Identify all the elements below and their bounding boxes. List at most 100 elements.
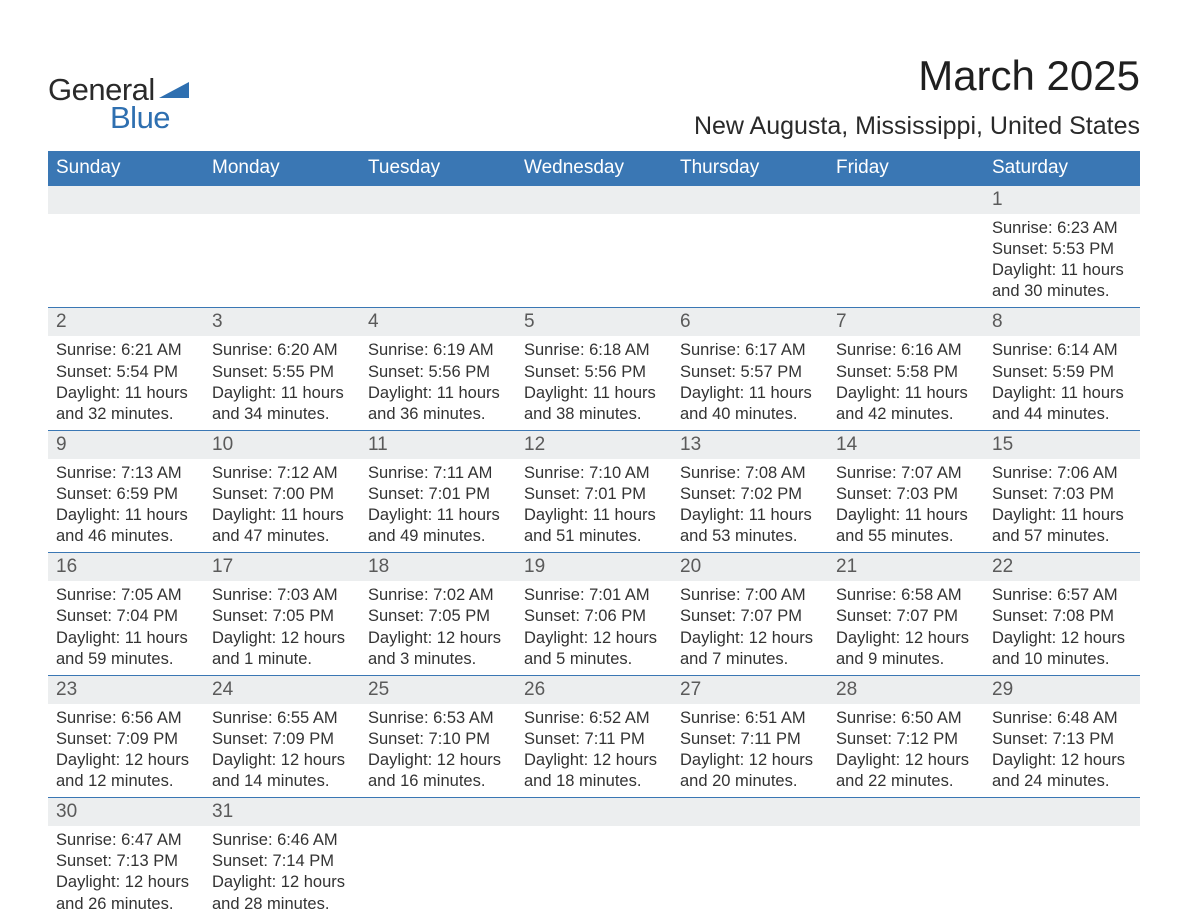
sunset-line: Sunset: 7:14 PM bbox=[212, 851, 352, 872]
sunrise-line: Sunrise: 6:53 AM bbox=[368, 708, 508, 729]
day-details bbox=[828, 214, 984, 298]
day-number bbox=[672, 186, 828, 214]
sunrise-line: Sunrise: 7:01 AM bbox=[524, 585, 664, 606]
daylight-line-2: and 49 minutes. bbox=[368, 526, 508, 547]
day-number: 11 bbox=[360, 431, 516, 459]
day-details bbox=[672, 214, 828, 298]
day-number: 16 bbox=[48, 553, 204, 581]
calendar-cell: 27Sunrise: 6:51 AMSunset: 7:11 PMDayligh… bbox=[672, 676, 828, 797]
day-number: 13 bbox=[672, 431, 828, 459]
calendar-cell: 7Sunrise: 6:16 AMSunset: 5:58 PMDaylight… bbox=[828, 308, 984, 429]
day-number: 25 bbox=[360, 676, 516, 704]
daylight-line-2: and 22 minutes. bbox=[836, 771, 976, 792]
day-details: Sunrise: 7:03 AMSunset: 7:05 PMDaylight:… bbox=[204, 581, 360, 674]
day-number: 20 bbox=[672, 553, 828, 581]
day-details: Sunrise: 7:13 AMSunset: 6:59 PMDaylight:… bbox=[48, 459, 204, 552]
day-number bbox=[984, 798, 1140, 826]
day-number: 23 bbox=[48, 676, 204, 704]
calendar-cell bbox=[672, 798, 828, 919]
daylight-line-1: Daylight: 12 hours bbox=[992, 750, 1132, 771]
calendar-cell bbox=[516, 186, 672, 307]
calendar-cell: 29 Sunrise: 6:48 AMSunset: 7:13 PMDayligh… bbox=[984, 676, 1140, 797]
sunrise-line: Sunrise: 6:14 AM bbox=[992, 340, 1132, 361]
day-details: Sunrise: 6:18 AMSunset: 5:56 PMDaylight:… bbox=[516, 336, 672, 429]
day-details: Sunrise: 7:07 AMSunset: 7:03 PMDaylight:… bbox=[828, 459, 984, 552]
daylight-line-1: Daylight: 11 hours bbox=[368, 383, 508, 404]
day-number: 22 bbox=[984, 553, 1140, 581]
daylight-line-1: Daylight: 11 hours bbox=[836, 505, 976, 526]
calendar-cell bbox=[828, 186, 984, 307]
sunset-line: Sunset: 5:59 PM bbox=[992, 362, 1132, 383]
day-details: Sunrise: 6:50 AMSunset: 7:12 PMDaylight:… bbox=[828, 704, 984, 797]
sunrise-line: Sunrise: 6:48 AM bbox=[992, 708, 1132, 729]
daylight-line-1: Daylight: 12 hours bbox=[836, 750, 976, 771]
daylight-line-1: Daylight: 12 hours bbox=[524, 750, 664, 771]
daylight-line-1: Daylight: 11 hours bbox=[680, 505, 820, 526]
day-number: 30 bbox=[48, 798, 204, 826]
sunset-line: Sunset: 7:01 PM bbox=[368, 484, 508, 505]
brand-text-blue: Blue bbox=[110, 100, 189, 136]
day-number bbox=[204, 186, 360, 214]
weekday-label: Saturday bbox=[984, 151, 1140, 186]
daylight-line-2: and 24 minutes. bbox=[992, 771, 1132, 792]
daylight-line-2: and 9 minutes. bbox=[836, 649, 976, 670]
day-number: 24 bbox=[204, 676, 360, 704]
day-details: Sunrise: 6:51 AMSunset: 7:11 PMDaylight:… bbox=[672, 704, 828, 797]
day-number bbox=[516, 798, 672, 826]
calendar-cell: 31Sunrise: 6:46 AMSunset: 7:14 PMDayligh… bbox=[204, 798, 360, 919]
day-details: Sunrise: 7:12 AMSunset: 7:00 PMDaylight:… bbox=[204, 459, 360, 552]
day-details: Sunrise: 6:56 AMSunset: 7:09 PMDaylight:… bbox=[48, 704, 204, 797]
daylight-line-1: Daylight: 11 hours bbox=[680, 383, 820, 404]
calendar-cell: 9Sunrise: 7:13 AMSunset: 6:59 PMDaylight… bbox=[48, 431, 204, 552]
day-details: Sunrise: 6:52 AMSunset: 7:11 PMDaylight:… bbox=[516, 704, 672, 797]
daylight-line-1: Daylight: 12 hours bbox=[212, 872, 352, 893]
day-details bbox=[360, 214, 516, 298]
day-number: 14 bbox=[828, 431, 984, 459]
day-details: Sunrise: 6:16 AMSunset: 5:58 PMDaylight:… bbox=[828, 336, 984, 429]
sunrise-line: Sunrise: 7:08 AM bbox=[680, 463, 820, 484]
calendar-cell: 19Sunrise: 7:01 AMSunset: 7:06 PMDayligh… bbox=[516, 553, 672, 674]
day-number bbox=[360, 798, 516, 826]
sunset-line: Sunset: 7:11 PM bbox=[524, 729, 664, 750]
sunset-line: Sunset: 7:13 PM bbox=[992, 729, 1132, 750]
day-number bbox=[360, 186, 516, 214]
sunrise-line: Sunrise: 7:11 AM bbox=[368, 463, 508, 484]
sunrise-line: Sunrise: 6:47 AM bbox=[56, 830, 196, 851]
daylight-line-1: Daylight: 11 hours bbox=[56, 383, 196, 404]
sunset-line: Sunset: 7:02 PM bbox=[680, 484, 820, 505]
sunset-line: Sunset: 7:05 PM bbox=[212, 606, 352, 627]
sunset-line: Sunset: 7:01 PM bbox=[524, 484, 664, 505]
daylight-line-2: and 3 minutes. bbox=[368, 649, 508, 670]
daylight-line-1: Daylight: 11 hours bbox=[212, 505, 352, 526]
sunrise-line: Sunrise: 7:10 AM bbox=[524, 463, 664, 484]
daylight-line-2: and 40 minutes. bbox=[680, 404, 820, 425]
daylight-line-2: and 28 minutes. bbox=[212, 894, 352, 915]
daylight-line-1: Daylight: 12 hours bbox=[836, 628, 976, 649]
sunrise-line: Sunrise: 6:56 AM bbox=[56, 708, 196, 729]
daylight-line-2: and 12 minutes. bbox=[56, 771, 196, 792]
day-details bbox=[516, 826, 672, 910]
sunrise-line: Sunrise: 6:18 AM bbox=[524, 340, 664, 361]
day-details: Sunrise: 6:58 AMSunset: 7:07 PMDaylight:… bbox=[828, 581, 984, 674]
day-details: Sunrise: 6:46 AMSunset: 7:14 PMDaylight:… bbox=[204, 826, 360, 919]
weekday-label: Tuesday bbox=[360, 151, 516, 186]
sunrise-line: Sunrise: 6:17 AM bbox=[680, 340, 820, 361]
sunset-line: Sunset: 7:06 PM bbox=[524, 606, 664, 627]
calendar-cell: 11Sunrise: 7:11 AMSunset: 7:01 PMDayligh… bbox=[360, 431, 516, 552]
day-number: 29 bbox=[984, 676, 1140, 704]
weekday-label: Friday bbox=[828, 151, 984, 186]
daylight-line-2: and 14 minutes. bbox=[212, 771, 352, 792]
day-details: Sunrise: 6:17 AMSunset: 5:57 PMDaylight:… bbox=[672, 336, 828, 429]
calendar-cell: 5Sunrise: 6:18 AMSunset: 5:56 PMDaylight… bbox=[516, 308, 672, 429]
daylight-line-2: and 57 minutes. bbox=[992, 526, 1132, 547]
week-row: 2Sunrise: 6:21 AMSunset: 5:54 PMDaylight… bbox=[48, 308, 1140, 430]
week-row: 1Sunrise: 6:23 AMSunset: 5:53 PMDaylight… bbox=[48, 186, 1140, 308]
sunrise-line: Sunrise: 6:19 AM bbox=[368, 340, 508, 361]
day-details: Sunrise: 6:19 AMSunset: 5:56 PMDaylight:… bbox=[360, 336, 516, 429]
sunrise-line: Sunrise: 6:20 AM bbox=[212, 340, 352, 361]
day-details: Sunrise: 7:01 AMSunset: 7:06 PMDaylight:… bbox=[516, 581, 672, 674]
daylight-line-1: Daylight: 11 hours bbox=[212, 383, 352, 404]
day-number: 27 bbox=[672, 676, 828, 704]
day-details: Sunrise: 7:08 AMSunset: 7:02 PMDaylight:… bbox=[672, 459, 828, 552]
calendar-cell: 13Sunrise: 7:08 AMSunset: 7:02 PMDayligh… bbox=[672, 431, 828, 552]
